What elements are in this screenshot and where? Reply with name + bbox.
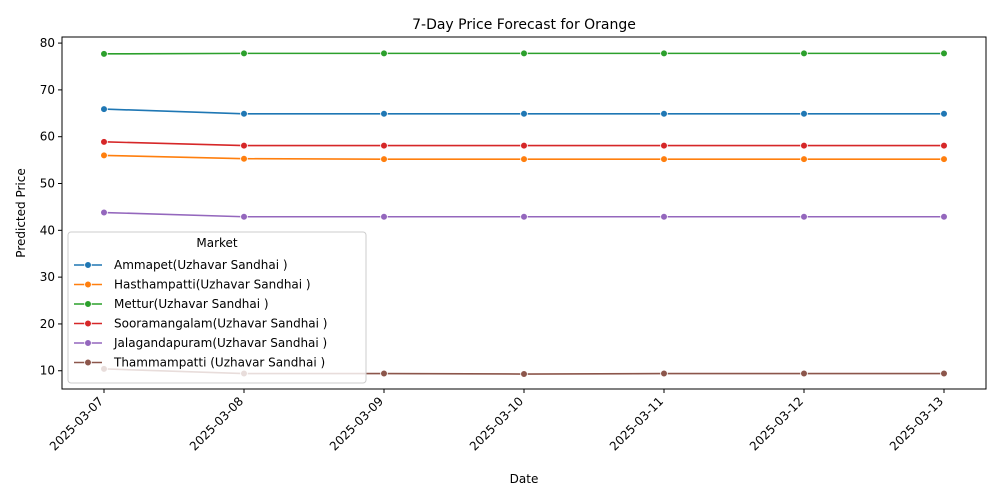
data-point <box>520 141 528 150</box>
y-axis-label: Predicted Price <box>14 168 28 257</box>
chart-title: 7-Day Price Forecast for Orange <box>412 17 636 33</box>
data-point <box>380 369 388 378</box>
x-tick-label: 2025-03-13 <box>887 394 946 453</box>
data-point <box>520 155 528 163</box>
data-point <box>940 155 948 163</box>
x-tick-label: 2025-03-11 <box>607 394 666 453</box>
data-point <box>520 212 528 221</box>
legend-title: Market <box>196 236 238 250</box>
series-layer <box>100 49 948 378</box>
data-point <box>800 212 808 221</box>
legend-items: Ammapet(Uzhavar Sandhai ) Hasthampatti(Uz… <box>74 258 328 370</box>
y-tick-label: 50 <box>40 177 55 191</box>
series-2 <box>100 151 948 163</box>
legend-swatch-marker <box>84 261 92 269</box>
data-point <box>100 50 108 58</box>
data-point <box>380 212 388 221</box>
y-tick-label: 10 <box>40 364 55 378</box>
data-point <box>800 109 808 118</box>
data-point <box>660 369 668 378</box>
x-axis-label: Date <box>510 472 539 486</box>
data-point <box>940 109 948 118</box>
series-4 <box>100 138 948 150</box>
legend: Market Ammapet(Uzhavar Sandhai ) Hasthamp… <box>67 231 367 384</box>
data-point <box>800 369 808 378</box>
y-axis: 10 20 30 40 50 60 70 80 <box>40 36 62 378</box>
data-point <box>940 49 948 58</box>
data-point <box>940 369 948 378</box>
y-tick-label: 60 <box>40 130 55 144</box>
data-point <box>240 212 248 221</box>
x-tick-label: 2025-03-07 <box>47 394 106 453</box>
legend-entry: Hasthampatti(Uzhavar Sandhai ) <box>74 278 311 292</box>
x-tick-label: 2025-03-10 <box>467 394 526 453</box>
data-point <box>660 155 668 163</box>
data-point <box>660 141 668 150</box>
y-tick-label: 30 <box>40 270 55 284</box>
legend-label: Hasthampatti(Uzhavar Sandhai ) <box>114 278 311 292</box>
x-tick-label: 2025-03-09 <box>327 394 386 453</box>
data-point <box>660 49 668 58</box>
x-tick-label: 2025-03-08 <box>187 394 246 453</box>
data-point <box>240 154 248 163</box>
y-tick-label: 40 <box>40 223 55 237</box>
series-5 <box>100 208 948 221</box>
legend-label: Mettur(Uzhavar Sandhai ) <box>114 297 269 311</box>
x-axis: 2025-03-07 2025-03-08 2025-03-09 2025-03-10… <box>47 389 946 453</box>
legend-label: Sooramangalam(Uzhavar Sandhai ) <box>114 317 328 331</box>
data-point <box>940 212 948 221</box>
legend-swatch-marker <box>84 339 92 347</box>
legend-label: Thammampatti (Uzhavar Sandhai ) <box>113 356 325 370</box>
legend-swatch-marker <box>84 319 92 328</box>
data-point <box>380 141 388 150</box>
data-point <box>240 109 248 118</box>
legend-entry: Jalagandapuram(Uzhavar Sandhai ) <box>74 336 327 350</box>
data-point <box>660 109 668 118</box>
legend-entry: Sooramangalam(Uzhavar Sandhai ) <box>74 317 328 331</box>
data-point <box>380 155 388 163</box>
data-point <box>100 151 108 160</box>
data-point <box>100 208 108 217</box>
legend-swatch-marker <box>84 358 92 367</box>
data-point <box>520 109 528 118</box>
y-tick-label: 80 <box>40 36 55 50</box>
series-1 <box>100 105 948 118</box>
data-point <box>520 370 528 378</box>
data-point <box>800 49 808 58</box>
data-point <box>100 105 108 113</box>
data-point <box>800 155 808 163</box>
y-tick-label: 20 <box>40 317 55 331</box>
data-point <box>240 49 248 58</box>
series-3 <box>100 49 948 58</box>
data-point <box>660 212 668 221</box>
legend-label: Ammapet(Uzhavar Sandhai ) <box>114 258 288 272</box>
data-point <box>520 49 528 58</box>
data-point <box>380 109 388 118</box>
data-point <box>100 138 108 146</box>
x-tick-label: 2025-03-12 <box>747 394 806 453</box>
data-point <box>800 141 808 150</box>
legend-swatch-marker <box>84 300 92 308</box>
legend-swatch-marker <box>84 280 92 289</box>
data-point <box>240 141 248 150</box>
legend-entry: Thammampatti (Uzhavar Sandhai ) <box>74 356 325 370</box>
legend-entry: Mettur(Uzhavar Sandhai ) <box>74 297 269 311</box>
legend-entry: Ammapet(Uzhavar Sandhai ) <box>74 258 288 272</box>
y-tick-label: 70 <box>40 83 55 97</box>
legend-label: Jalagandapuram(Uzhavar Sandhai ) <box>113 336 327 350</box>
legend-box <box>67 231 367 384</box>
data-point <box>380 49 388 58</box>
data-point <box>940 141 948 150</box>
